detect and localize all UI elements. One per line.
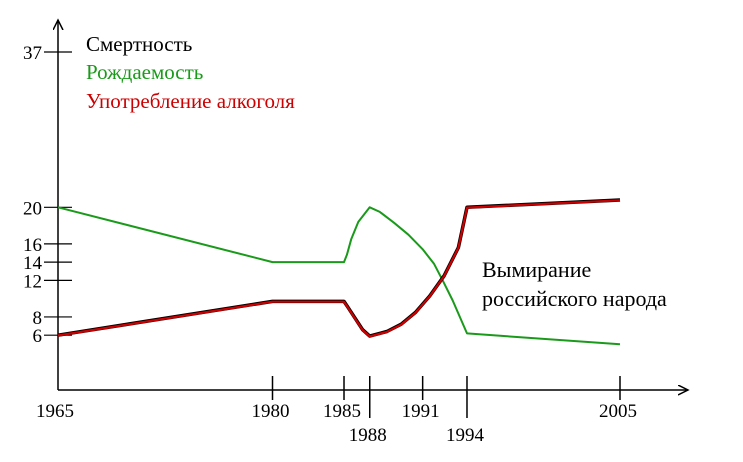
legend: Смертность Рождаемость Употребление алко… bbox=[86, 32, 295, 113]
y-tick-label: 37 bbox=[23, 43, 42, 64]
axes bbox=[58, 20, 688, 390]
x-tick-label: 1994 bbox=[446, 425, 485, 446]
x-tick-label: 1965 bbox=[36, 401, 74, 422]
annotation-line-2: российского народа bbox=[482, 286, 667, 311]
annotation-line-1: Вымирание bbox=[482, 257, 591, 282]
y-tick-label: 14 bbox=[23, 253, 43, 274]
y-tick-label: 6 bbox=[33, 326, 43, 347]
y-tick-label: 12 bbox=[23, 271, 42, 292]
x-tick-label: 1988 bbox=[349, 425, 387, 446]
series-line-0 bbox=[57, 206, 621, 346]
y-tick-label: 20 bbox=[23, 198, 42, 219]
annotation: Вымирание российского народа bbox=[482, 257, 667, 311]
x-tick-label: 1980 bbox=[252, 401, 290, 422]
legend-label-mortality: Смертность bbox=[86, 32, 192, 56]
y-tick-label: 16 bbox=[23, 235, 42, 256]
x-tick-label: 1991 bbox=[402, 401, 440, 422]
x-tick-label: 2005 bbox=[599, 401, 637, 422]
legend-label-birthrate: Рождаемость bbox=[86, 60, 203, 84]
series-lines bbox=[57, 198, 621, 346]
x-tick-label: 1985 bbox=[323, 401, 361, 422]
legend-label-alcohol: Употребление алкоголя bbox=[86, 89, 295, 113]
y-tick-label: 8 bbox=[33, 308, 43, 329]
series-line-2 bbox=[57, 199, 621, 338]
